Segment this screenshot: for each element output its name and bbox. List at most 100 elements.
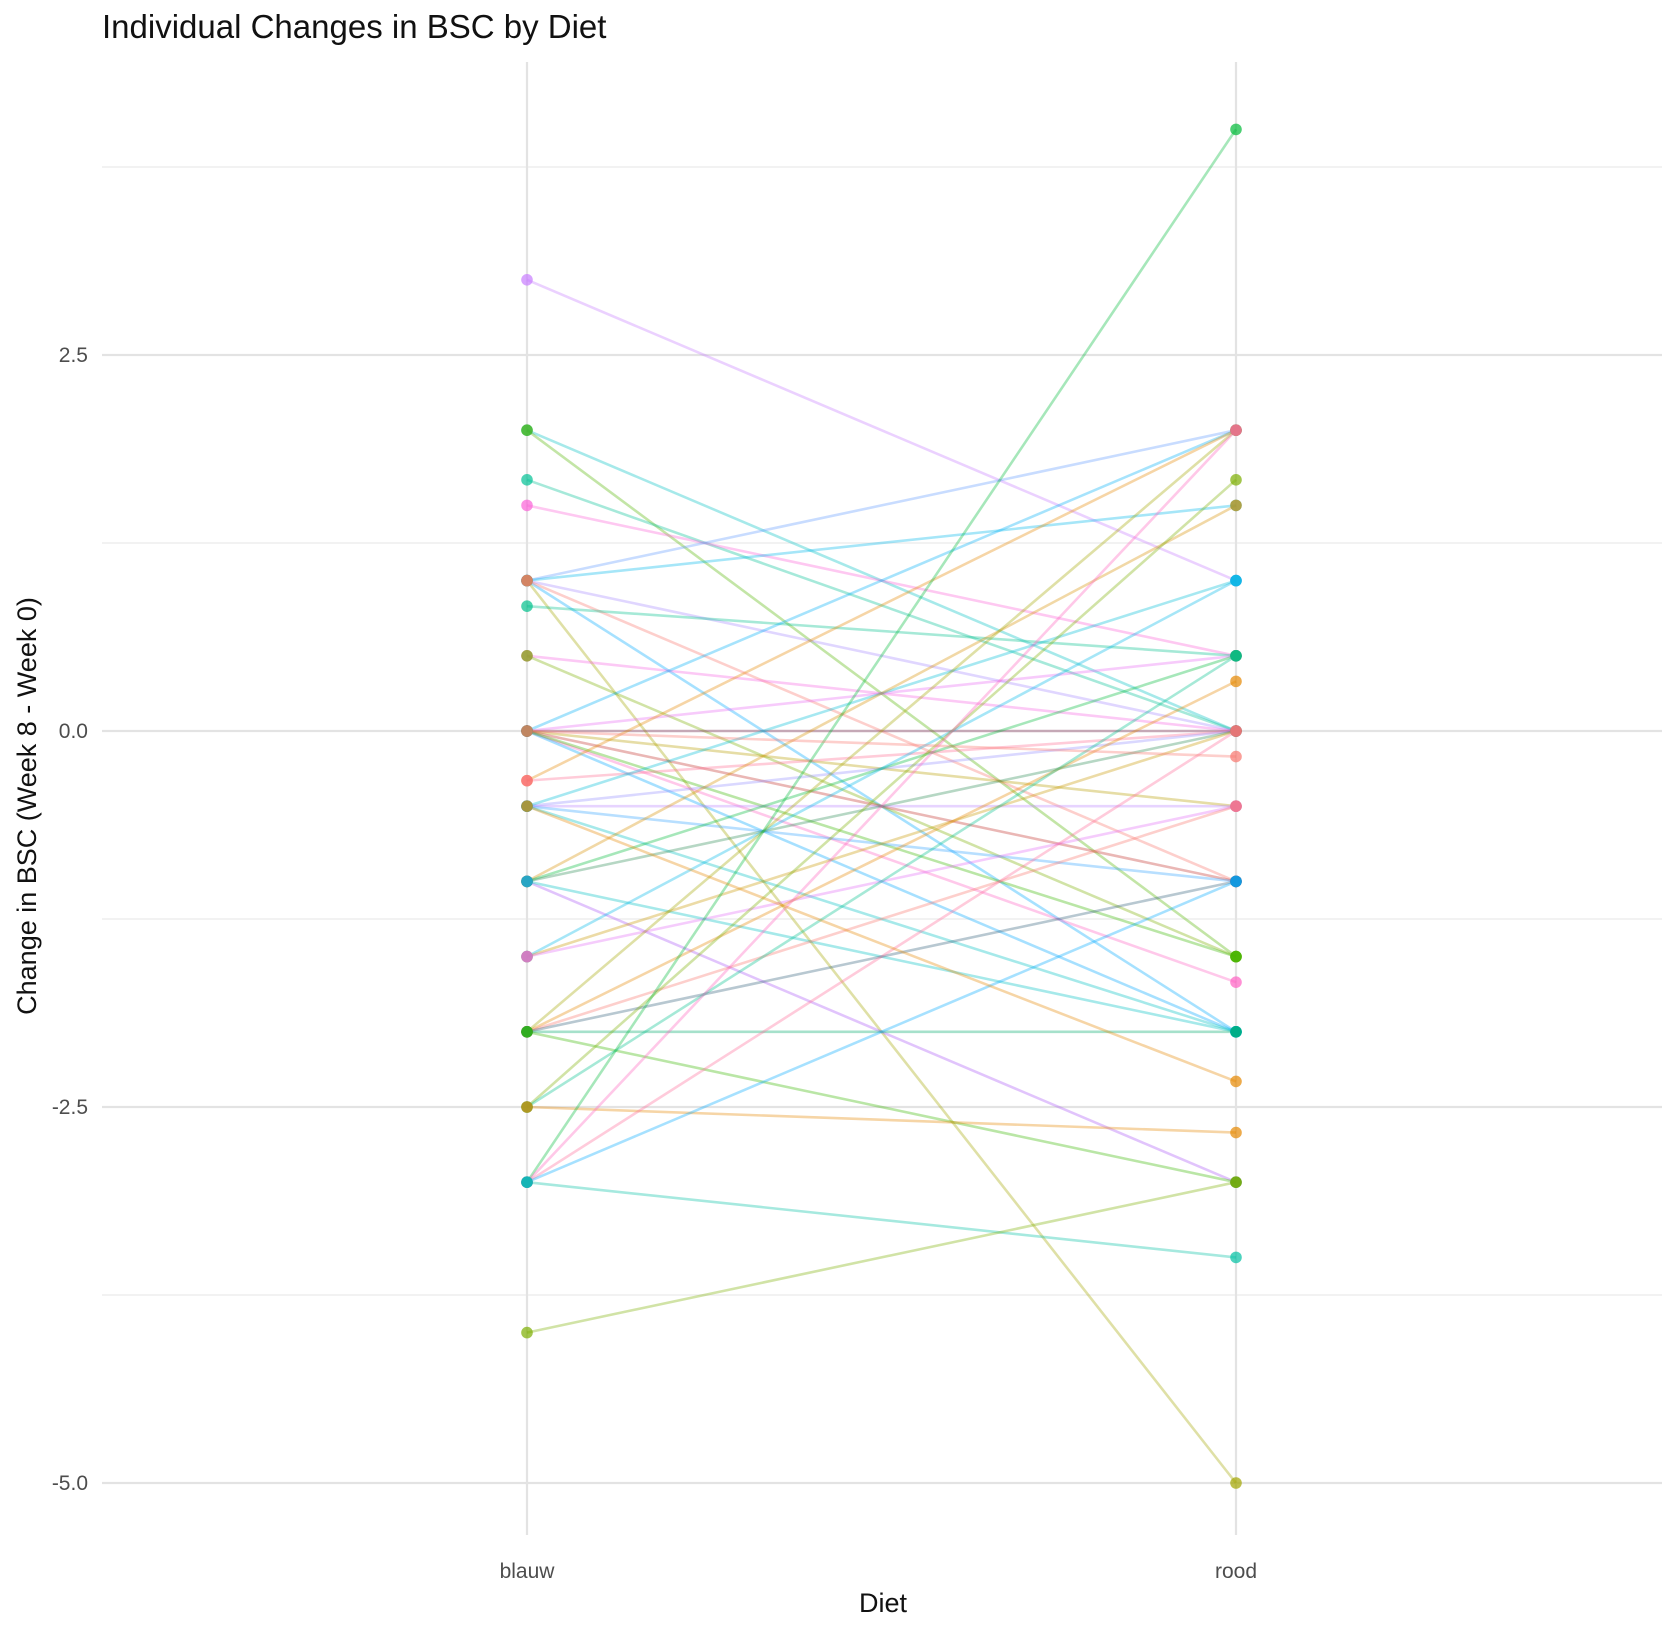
subject-line — [526, 804, 1237, 1034]
subject-line — [526, 729, 1237, 1184]
subject-line — [526, 428, 1237, 582]
subject-line — [526, 804, 1237, 1083]
subject-line — [526, 504, 1237, 658]
data-point-blauw — [521, 875, 533, 888]
subject-line — [526, 478, 1237, 1108]
subject-line — [526, 1105, 1237, 1134]
data-point-blauw — [521, 1026, 533, 1038]
subject-line — [526, 278, 1237, 582]
subject-line — [525, 128, 1238, 1183]
subject-line — [526, 880, 1237, 1184]
data-point-blauw — [521, 274, 533, 286]
data-point-rood — [1230, 1176, 1242, 1188]
subject-line — [525, 579, 1238, 1484]
series-points — [521, 123, 1242, 1489]
subject-line — [526, 680, 1237, 1033]
data-point-blauw — [521, 1176, 533, 1188]
subject-line — [526, 654, 1237, 733]
subject-line — [526, 880, 1237, 1184]
data-point-rood — [1230, 976, 1242, 988]
y-tick-label: 0.0 — [59, 720, 88, 743]
tick-labels: 2.5 0.0 -2.5 -5.0 blauw rood — [52, 344, 1257, 1583]
subject-line — [526, 429, 1237, 1184]
data-point-blauw — [521, 499, 533, 512]
subject-line — [526, 429, 1237, 958]
subject-line — [526, 579, 1237, 808]
x-tick-label: blauw — [500, 1560, 556, 1583]
data-point-rood — [1230, 750, 1242, 763]
subject-line — [526, 654, 1237, 883]
data-point-rood — [1230, 123, 1242, 136]
subject-line — [526, 729, 1237, 958]
data-point-rood — [1230, 800, 1242, 812]
data-point-blauw — [521, 725, 533, 737]
data-point-rood — [1230, 950, 1242, 963]
data-point-blauw — [521, 774, 533, 787]
subject-line — [526, 504, 1237, 582]
subject-line — [526, 429, 1237, 1033]
data-point-blauw — [521, 1101, 533, 1113]
y-tick-label: 2.5 — [59, 344, 88, 367]
x-axis-title: Diet — [859, 1588, 908, 1618]
subject-line — [526, 579, 1237, 1033]
data-point-blauw — [521, 800, 533, 812]
subject-line — [526, 729, 1237, 782]
subject-line — [526, 429, 1237, 733]
data-point-rood — [1230, 424, 1242, 437]
subject-line — [526, 604, 1237, 658]
subject-line — [526, 729, 1237, 883]
subject-line — [526, 579, 1237, 883]
subject-line — [526, 804, 1237, 883]
subject-line — [526, 478, 1237, 733]
data-point-rood — [1230, 1251, 1242, 1264]
subject-line — [526, 729, 1237, 958]
data-point-rood — [1230, 1477, 1242, 1489]
y-tick-label: -5.0 — [52, 1472, 88, 1495]
subject-line — [526, 654, 1237, 1109]
data-point-rood — [1230, 675, 1242, 688]
subject-line — [526, 429, 1237, 782]
subject-line — [526, 804, 1237, 1034]
chart-title: Individual Changes in BSC by Diet — [102, 8, 607, 45]
x-tick-label: rood — [1215, 1560, 1257, 1583]
subject-line — [526, 429, 1237, 733]
data-point-rood — [1230, 650, 1242, 662]
grid-layer — [102, 62, 1662, 1535]
data-point-blauw — [521, 574, 533, 587]
subject-line — [526, 729, 1237, 808]
subject-line — [526, 1030, 1237, 1184]
data-point-rood — [1230, 499, 1242, 512]
data-point-rood — [1230, 875, 1242, 888]
subject-line — [526, 729, 1237, 984]
y-axis-title: Change in BSC (Week 8 - Week 0) — [12, 597, 42, 1015]
y-tick-label: -2.5 — [52, 1096, 88, 1119]
data-point-rood — [1230, 1126, 1242, 1139]
data-point-blauw — [521, 600, 533, 612]
subject-line — [526, 1180, 1237, 1334]
data-point-blauw — [521, 424, 533, 437]
data-point-rood — [1230, 1075, 1242, 1088]
subject-line — [526, 579, 1237, 733]
subject-line — [526, 729, 1237, 758]
subject-line — [526, 504, 1237, 883]
data-point-blauw — [521, 474, 533, 486]
series-lines — [525, 128, 1238, 1484]
subject-line — [526, 654, 1237, 958]
subject-line — [526, 729, 1237, 808]
subject-line — [526, 804, 1237, 958]
data-point-rood — [1230, 474, 1242, 486]
data-point-blauw — [521, 950, 533, 963]
data-point-rood — [1230, 1026, 1242, 1038]
data-point-rood — [1230, 725, 1242, 737]
data-point-rood — [1230, 574, 1242, 587]
subject-line — [526, 1180, 1237, 1259]
subject-line — [526, 579, 1237, 958]
data-point-blauw — [521, 650, 533, 662]
subject-line — [526, 880, 1237, 1034]
subject-line — [526, 654, 1237, 733]
data-point-blauw — [521, 1326, 533, 1339]
subject-line — [526, 729, 1237, 1033]
subject-line — [526, 729, 1237, 883]
subject-line — [526, 880, 1237, 1034]
